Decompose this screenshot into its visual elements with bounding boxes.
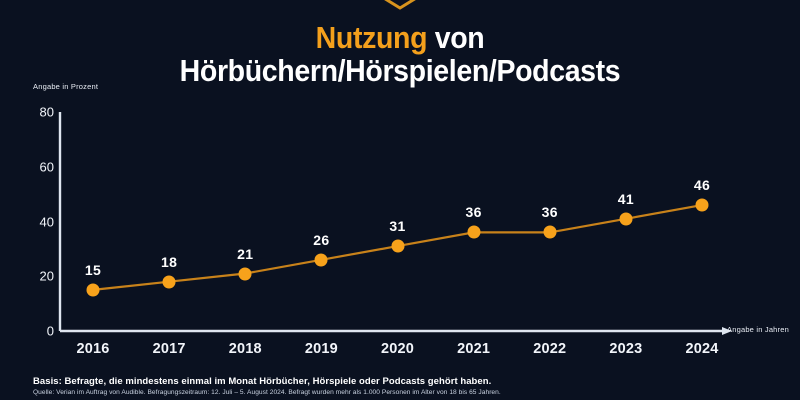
- data-point-label: 18: [161, 253, 178, 270]
- data-point-marker[interactable]: [695, 198, 709, 212]
- data-point-marker[interactable]: [238, 267, 252, 280]
- data-point-marker[interactable]: [619, 212, 633, 226]
- y-axis-note: Angabe in Prozent: [33, 82, 99, 91]
- y-tick-label: 0: [46, 323, 54, 339]
- x-tick-label: 2017: [152, 341, 186, 357]
- y-tick-labels: 0 20 40 60 80: [28, 0, 54, 400]
- data-point-marker[interactable]: [467, 225, 481, 239]
- data-point-marker[interactable]: [162, 275, 176, 289]
- x-tick-label: 2020: [380, 341, 415, 357]
- x-tick-label: 2016: [76, 341, 110, 357]
- footer: Basis: Befragte, die mindestens einmal i…: [33, 376, 773, 396]
- x-tick-label: 2024: [685, 341, 719, 357]
- y-tick-label: 80: [39, 104, 54, 120]
- x-tick-label: 2023: [609, 341, 643, 357]
- y-tick-label: 40: [39, 214, 54, 229]
- data-point-label: 36: [465, 204, 482, 221]
- x-tick-label: 2022: [533, 341, 567, 357]
- data-point-label: 41: [617, 190, 634, 207]
- data-point-label: 26: [313, 231, 330, 248]
- source-text: Quelle: Verian im Auftrag von Audible. B…: [33, 389, 501, 396]
- basis-text: Basis: Befragte, die mindestens einmal i…: [33, 376, 492, 387]
- x-axis-note: Angabe in Jahren: [727, 325, 789, 334]
- data-point-label: 36: [541, 204, 558, 221]
- title-line-1-rest: von: [434, 20, 485, 55]
- data-point-marker[interactable]: [391, 239, 404, 253]
- data-point-label: 15: [84, 261, 102, 278]
- x-tick-label: 2018: [228, 341, 262, 357]
- title-accent-word: Nutzung: [315, 20, 428, 55]
- y-tick-label: 60: [39, 159, 54, 175]
- x-axis-arrow: [722, 327, 732, 335]
- y-tick-label: 20: [39, 268, 54, 284]
- x-tick-label: 2021: [457, 341, 491, 357]
- data-point-marker[interactable]: [314, 253, 328, 267]
- x-tick-label: 2019: [304, 341, 338, 357]
- data-point-marker[interactable]: [543, 225, 557, 239]
- title-line-1: Nutzung von: [32, 20, 768, 55]
- page-title: Nutzung von Hörbüchern/Hörspielen/Podcas…: [0, 20, 800, 88]
- data-point-label: 46: [693, 177, 711, 194]
- data-point-label: 21: [237, 245, 254, 262]
- data-point-marker[interactable]: [86, 283, 100, 297]
- title-line-2: Hörbüchern/Hörspielen/Podcasts: [179, 52, 621, 88]
- data-point-label: 31: [389, 218, 406, 235]
